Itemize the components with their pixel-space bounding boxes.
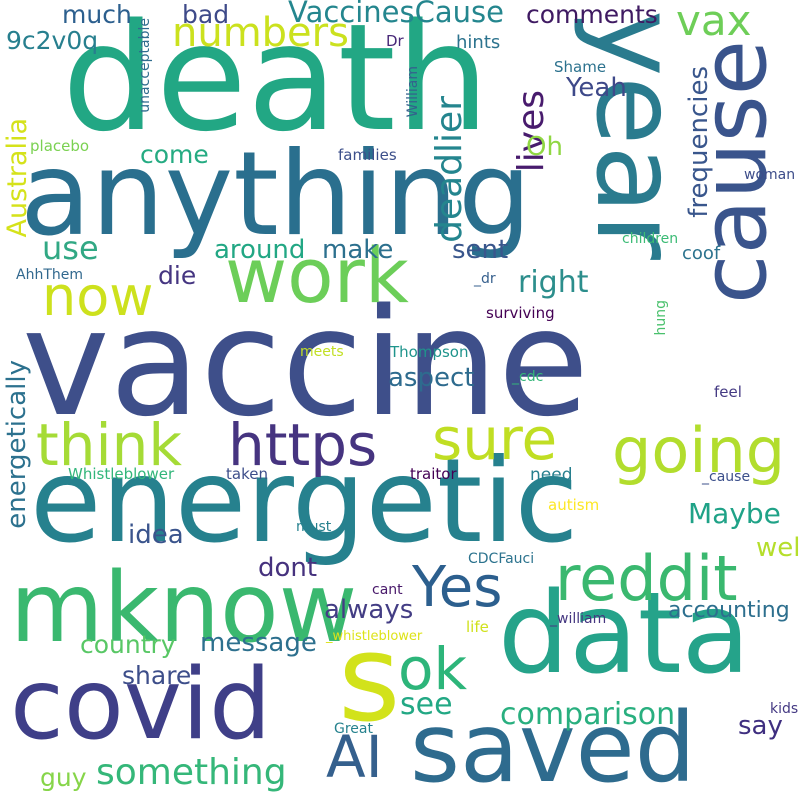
word-numbers: numbers [172,10,349,56]
word-cdcfauci: CDCFauci [468,551,535,567]
word-message: message [200,628,317,658]
word-vaccine: vaccine [22,277,589,449]
word-s: s [338,610,401,749]
word-vaccinescause: VaccinesCause [288,0,504,29]
word-say: say [738,711,783,741]
word-traitor: traitor [410,465,457,483]
word-much: much [62,0,132,29]
word-country: country [80,630,176,659]
word-something: something [96,752,287,793]
word-sent: sent [452,235,509,265]
word-around: around [214,235,306,265]
word-data: data [498,569,751,699]
word-think: think [36,411,182,479]
word-energetic: energetic [30,434,579,569]
word-feel: feel [714,383,742,401]
word-whistleblower: Whistleblower [68,465,175,483]
word-shame: Shame [554,58,607,76]
word-australia: Australia [2,118,33,238]
word-_william: _william [550,611,607,627]
word-accounting: accounting [668,598,790,623]
word-_cause: _cause [702,469,751,485]
word-coof: coof [682,243,721,264]
word-_dr: _dr [474,271,496,287]
word-families: families [338,146,397,164]
word-see: see [400,687,453,722]
word-work: work [225,231,409,320]
word-mknow: mknow [10,552,358,664]
word-great: Great [334,721,373,737]
word-make: make [322,235,394,265]
word-guy: guy [40,763,87,792]
word-sure: sure [432,405,558,473]
word-idea: idea [128,520,184,550]
word-dr: Dr [386,32,404,50]
word-saved: saved [410,692,696,800]
word-well: well [756,533,800,563]
word-ok: ok [398,635,468,703]
word-yes: Yes [412,555,503,620]
word-meets: meets [300,344,344,360]
word-ahhthem: AhhThem [16,267,83,283]
word-come: come [140,140,209,169]
word-surviving: surviving [486,304,555,322]
word-use: use [42,229,99,267]
word-taken: taken [226,465,268,483]
word-_whistleblower: _whistleblower [326,629,423,644]
word-cant: cant [372,582,403,598]
word-autism: autism [548,496,600,514]
word-must: must [296,519,332,535]
word-need: need [530,465,573,485]
word-https: https [228,411,378,479]
word-ai: AI [326,723,383,791]
word-reddit: reddit [555,542,738,615]
word-anything: anything [20,127,532,262]
word-_cdc: _cdc [512,369,544,385]
word-william: William [405,66,421,118]
word-now: now [42,265,154,328]
word-year: year [571,10,701,260]
word-covid: covid [10,648,272,762]
word-comments: comments [526,0,658,29]
word-share: share [122,661,192,690]
word-placebo: placebo [30,137,90,155]
word-hung: hung [653,300,669,336]
word-yeah: Yeah [566,73,627,103]
word-unacceptable: unacceptable [137,18,153,113]
word-frequencies: frequencies [684,66,714,218]
word-oh: Oh [526,132,563,162]
word-deadlier: deadlier [429,96,470,243]
word-right: right [518,265,589,300]
word-going: going [612,414,786,487]
word-always: always [324,595,414,625]
word-code: 9c2v0q [6,26,99,55]
word-comparison: comparison [500,697,676,732]
word-hints: hints [456,32,501,53]
word-kids: kids [770,701,799,717]
word-woman: woman [744,167,796,183]
word-dont: dont [258,553,318,583]
word-death: death [62,0,490,164]
word-bad: bad [182,0,230,29]
word-energetically: energetically [2,360,32,529]
word-maybe: Maybe [688,497,781,530]
word-children: children [622,231,679,247]
word-life: life [466,618,489,636]
word-thompson: Thompson [390,343,469,361]
word-aspect: aspect [388,363,475,393]
word-vax: vax [676,0,752,45]
word-die: die [158,261,197,290]
